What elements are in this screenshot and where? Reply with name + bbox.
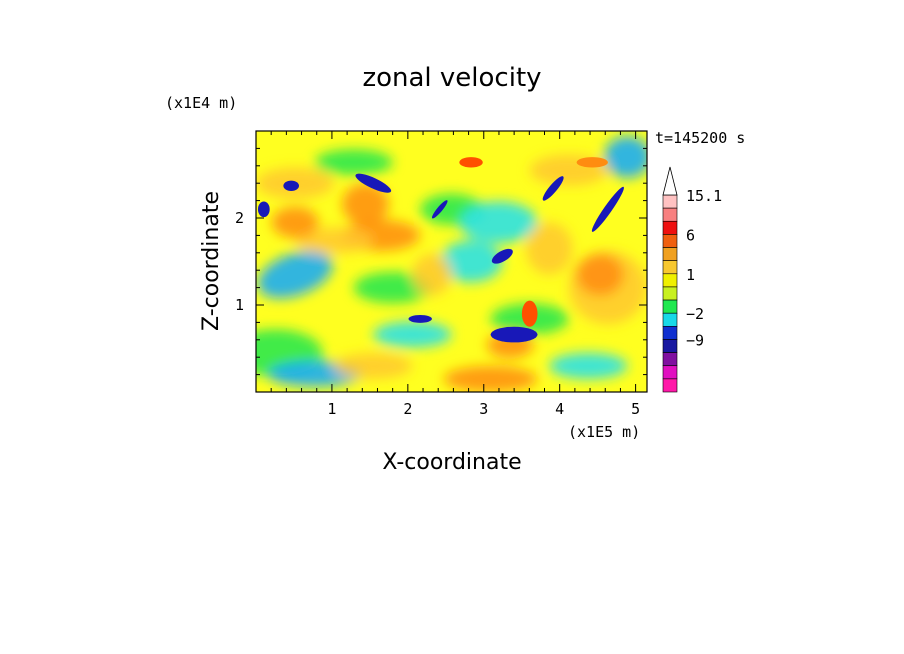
x-tick-label: 3 (479, 400, 488, 418)
colorbar-segment (662, 378, 678, 393)
y-tick-label: 2 (235, 209, 244, 227)
plot-area (256, 131, 647, 392)
y-scale-label: (x1E4 m) (165, 94, 237, 112)
x-tick-label: 4 (555, 400, 564, 418)
colorbar-segment (662, 234, 678, 248)
colorbar-segment (662, 220, 678, 235)
colorbar-label: 1 (686, 266, 695, 284)
colorbar-segment (662, 260, 678, 275)
colorbar-segment (662, 339, 678, 353)
colorbar: 15.1 6 1 −2 −9 (662, 166, 722, 393)
colorbar-label: 15.1 (686, 187, 722, 205)
colorbar-segment (662, 299, 678, 314)
colorbar-label: −9 (686, 331, 704, 349)
axis-ticks: 1 2 3 4 5 1 2 (235, 131, 647, 418)
colorbar-segment (662, 326, 678, 340)
y-axis-label: Z-coordinate (199, 191, 224, 331)
colorbar-segment (662, 352, 678, 367)
time-label: t=145200 s (655, 129, 745, 147)
x-scale-label: (x1E5 m) (568, 423, 640, 441)
colorbar-segment (662, 312, 678, 327)
chart-title: zonal velocity (362, 63, 541, 93)
colorbar-segment (662, 207, 678, 222)
colorbar-segment (662, 247, 678, 261)
x-axis-label: X-coordinate (382, 450, 521, 475)
colorbar-segment (662, 273, 678, 288)
x-tick-label: 2 (403, 400, 412, 418)
colorbar-label: −2 (686, 305, 704, 323)
colorbar-segment (662, 365, 678, 380)
x-tick-label: 5 (631, 400, 640, 418)
colorbar-extend-max (662, 166, 678, 196)
colorbar-segment (662, 194, 678, 209)
field-contours (256, 136, 647, 392)
y-tick-label: 1 (235, 296, 244, 314)
colorbar-label: 6 (686, 226, 695, 244)
x-tick-label: 1 (327, 400, 336, 418)
plot-frame (255, 130, 648, 393)
colorbar-segment (662, 286, 678, 301)
